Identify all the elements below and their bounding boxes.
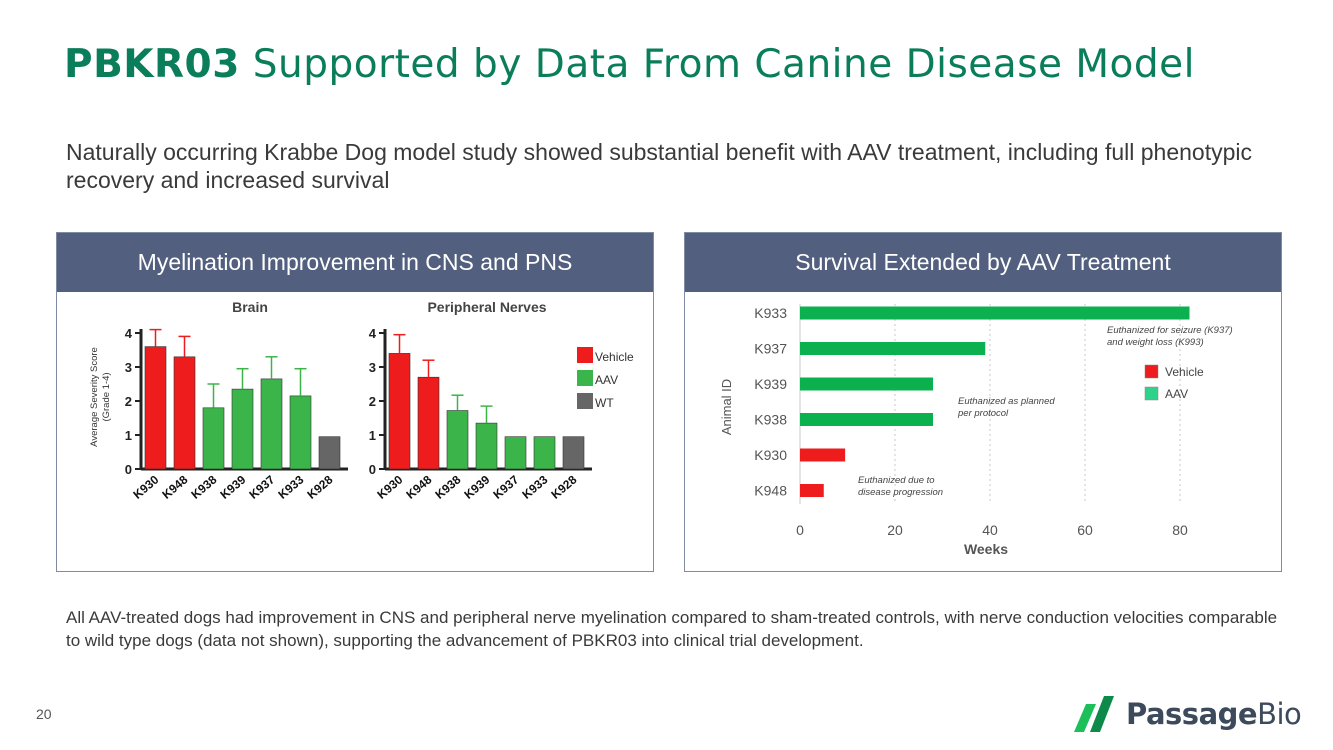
y-tick-label-pns: 4	[369, 326, 377, 341]
x-tick-label-k948-pns: K948	[403, 472, 434, 501]
bar-k948-survival	[800, 484, 824, 497]
legend-label-vehicle: Vehicle	[595, 350, 634, 364]
page-number: 20	[36, 706, 52, 722]
bar-k948-pns	[417, 376, 440, 470]
survival-legend-swatch-vehicle	[1144, 364, 1159, 379]
x-tick-label-k930-pns: K930	[374, 472, 405, 501]
footer-text: All AAV-treated dogs had improvement in …	[66, 608, 1278, 650]
bar-k939-brain	[231, 388, 254, 470]
bar-k933-pns	[533, 436, 556, 470]
title-text: Supported by Data From Canine Disease Mo…	[239, 42, 1196, 87]
x-tick-label-k948-brain: K948	[159, 472, 190, 501]
y-tick-label-k937: K937	[754, 341, 787, 357]
myelination-panel: Myelination Improvement in CNS and PNS B…	[56, 232, 654, 572]
y-tick-label-pns: 3	[369, 360, 376, 375]
bar-k928-brain	[318, 436, 341, 470]
title-product-name: PBKR03	[64, 42, 240, 87]
survival-panel-header: Survival Extended by AAV Treatment	[685, 233, 1281, 292]
legend-swatch-vehicle	[577, 347, 593, 363]
x-tick-label-k937-pns: K937	[490, 472, 521, 501]
annotation-line: Euthanized as planned	[958, 396, 1055, 407]
bar-k937-survival	[800, 342, 986, 355]
bar-k948-brain	[173, 356, 196, 470]
survival-chart: 0 20 40 60 80 K933 K937 K939 K938 K930 K948 Weeks An…	[719, 304, 1233, 557]
y-tick-label-brain: 1	[125, 428, 132, 443]
brain-y-axis-label-line: Average Severity Score	[89, 347, 100, 447]
x-tick-label-weeks: 0	[796, 522, 804, 538]
x-tick-label-weeks: 40	[982, 522, 998, 538]
bar-k939-survival	[800, 377, 933, 391]
y-tick-label-brain: 4	[125, 326, 133, 341]
annotation-line: and weight loss (K993)	[1107, 337, 1204, 348]
y-tick-label-pns: 0	[369, 462, 376, 477]
bar-k930-brain	[144, 346, 167, 470]
x-tick-label-k933-brain: K933	[275, 472, 306, 501]
bar-k937-pns	[504, 436, 527, 470]
logo-text-bold: Passage	[1126, 697, 1258, 731]
y-tick-label-k938: K938	[754, 412, 787, 428]
annotation-1: Euthanized as planned per protocol	[957, 396, 1055, 419]
bar-k930-survival	[800, 448, 846, 462]
survival-legend-label-vehicle: Vehicle	[1165, 365, 1204, 379]
bar-k930-pns	[388, 353, 411, 470]
bar-k937-brain	[260, 378, 283, 470]
company-logo: PassageBio	[1072, 694, 1302, 734]
survival-legend-swatch-aav	[1144, 386, 1159, 401]
y-tick-label-pns: 1	[369, 428, 376, 443]
x-tick-label-k933-pns: K933	[519, 472, 550, 501]
x-tick-label-weeks: 20	[887, 522, 903, 538]
myelination-charts: Brain01234K930K948K938K939K937K933K928Pe…	[89, 299, 634, 502]
bar-k933-survival	[800, 306, 1190, 320]
annotation-line: Euthanized due to	[858, 475, 935, 486]
brain-y-axis-label: Average Severity Score(Grade 1-4)	[89, 347, 112, 447]
annotation-2: Euthanized due to disease progression	[858, 475, 943, 498]
survival-panel: Survival Extended by AAV Treatment 0 20 40…	[684, 232, 1282, 572]
y-tick-label-pns: 2	[369, 394, 376, 409]
y-tick-label-brain: 3	[125, 360, 132, 375]
slide-title: PBKR03 Supported by Data From Canine Dis…	[64, 42, 1195, 87]
legend-label-wt: WT	[595, 396, 614, 410]
x-tick-label-k928-pns: K928	[548, 472, 579, 501]
x-tick-label-k939-pns: K939	[461, 472, 492, 501]
x-axis-label-weeks: Weeks	[964, 541, 1008, 557]
x-tick-label-k937-brain: K937	[246, 472, 277, 501]
x-tick-label-weeks: 60	[1077, 522, 1093, 538]
bar-k938-survival	[800, 413, 933, 426]
y-tick-label-k933: K933	[754, 305, 787, 321]
annotation-line: disease progression	[858, 487, 943, 498]
bar-k939-pns	[475, 422, 498, 470]
x-tick-label-weeks: 80	[1172, 522, 1188, 538]
bar-k938-pns	[446, 410, 469, 470]
chart-title-pns: Peripheral Nerves	[427, 299, 546, 315]
logo-text-rest: Bio	[1257, 697, 1302, 731]
x-tick-label-k938-pns: K938	[432, 472, 463, 501]
legend-swatch-wt	[577, 393, 593, 409]
brain-y-axis-label-line: (Grade 1-4)	[101, 372, 112, 421]
bar-k938-brain	[202, 407, 225, 470]
annotation-line: per protocol	[957, 408, 1009, 419]
x-tick-label-k930-brain: K930	[130, 472, 161, 501]
chart-title-brain: Brain	[232, 299, 268, 315]
y-tick-label-k939: K939	[754, 376, 787, 392]
y-tick-label-k930: K930	[754, 447, 787, 463]
y-axis-label-animal-id: Animal ID	[719, 379, 734, 435]
passage-bio-logo-icon	[1074, 696, 1114, 732]
bar-k933-brain	[289, 395, 312, 470]
annotation-0: Euthanized for seizure (K937) and weight …	[1107, 325, 1233, 348]
x-tick-label-k928-brain: K928	[304, 472, 335, 501]
legend-label-aav: AAV	[595, 373, 618, 387]
y-tick-label-brain: 0	[125, 462, 132, 477]
slide-subtitle: Naturally occurring Krabbe Dog model stu…	[66, 139, 1253, 193]
y-tick-label-brain: 2	[125, 394, 132, 409]
bar-k928-pns	[562, 436, 585, 470]
y-tick-label-k948: K948	[754, 483, 787, 499]
legend-swatch-aav	[577, 370, 593, 386]
x-tick-label-k939-brain: K939	[217, 472, 248, 501]
x-tick-label-k938-brain: K938	[188, 472, 219, 501]
logo-text: PassageBio	[1126, 697, 1302, 731]
myelination-panel-header: Myelination Improvement in CNS and PNS	[57, 233, 653, 292]
survival-legend-label-aav: AAV	[1165, 387, 1188, 401]
annotation-line: Euthanized for seizure (K937)	[1107, 325, 1233, 336]
